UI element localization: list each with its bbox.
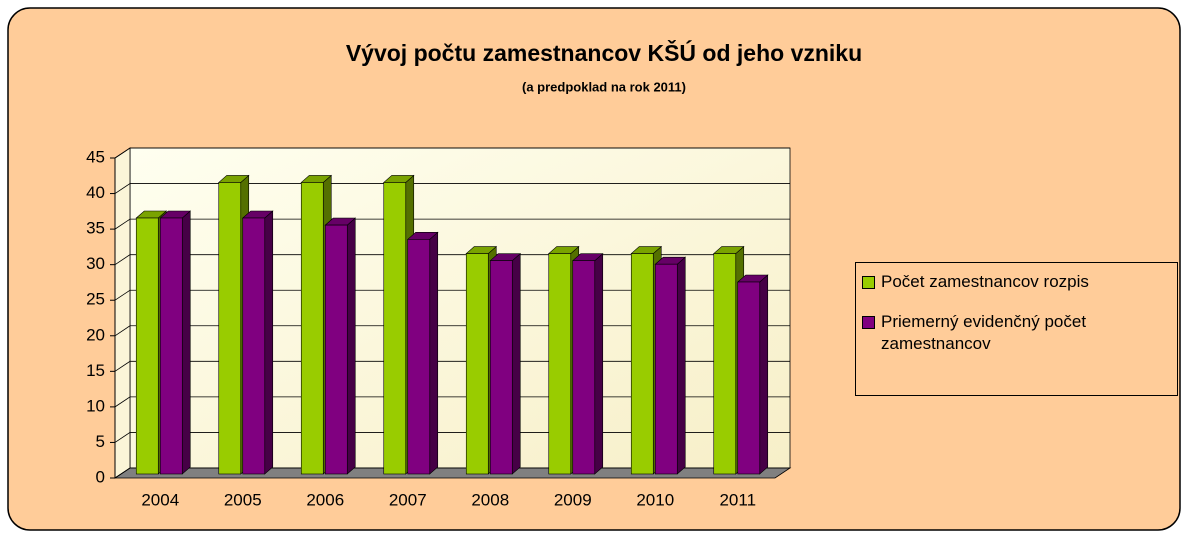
bar-front [713, 253, 737, 475]
y-tick-label: 30 [86, 254, 105, 273]
bar-front [159, 217, 183, 475]
chart-subtitle: (a predpoklad na rok 2011) [522, 79, 686, 94]
bar-front [300, 182, 324, 475]
bar-side [429, 231, 439, 475]
x-tick-label: 2009 [554, 490, 592, 509]
bar-front [135, 217, 159, 475]
legend-label: Priemerný evidenčný počet zamestnancov [881, 312, 1087, 353]
bar-side [511, 253, 521, 475]
y-tick-label: 20 [86, 325, 105, 344]
bar-front [489, 260, 513, 475]
bar-front [242, 217, 266, 475]
bar [324, 217, 357, 475]
x-tick-label: 2004 [141, 490, 179, 509]
bar-front [407, 239, 431, 475]
bar [241, 210, 274, 475]
bar-side [181, 210, 191, 475]
chart-title: Vývoj počtu zamestnancov KŠÚ od jeho vzn… [346, 39, 862, 66]
x-tick-label: 2007 [389, 490, 427, 509]
bar [654, 256, 687, 475]
bar [489, 253, 522, 475]
grid-line [114, 147, 790, 159]
bar [571, 253, 604, 475]
grid-line [114, 218, 790, 230]
legend-swatch [862, 316, 875, 329]
grid-line [114, 183, 790, 194]
x-tick-label: 2005 [224, 490, 262, 509]
bar-front [572, 260, 596, 475]
legend-swatch [862, 276, 875, 289]
legend-entry: Priemerný evidenčný počet zamestnancov [862, 311, 1171, 355]
bar-front [324, 224, 348, 475]
bar [406, 231, 439, 475]
y-tick-label: 35 [86, 219, 105, 238]
legend-entry: Počet zamestnancov rozpis [862, 271, 1171, 293]
bar [159, 210, 192, 475]
bar-side [346, 217, 356, 475]
floor [113, 467, 792, 479]
y-tick-label: 15 [86, 361, 105, 380]
y-tick-label: 10 [86, 396, 105, 415]
bar-front [383, 182, 407, 475]
legend: Počet zamestnancov rozpis Priemerný evide… [855, 262, 1178, 396]
y-tick-label: 5 [96, 432, 105, 451]
y-tick-label: 0 [96, 467, 105, 486]
x-tick-label: 2011 [719, 490, 756, 509]
x-tick-label: 2010 [636, 490, 674, 509]
bar-front [630, 253, 654, 475]
bar [736, 274, 769, 475]
bar-side [676, 256, 686, 475]
x-tick-label: 2008 [471, 490, 509, 509]
bar-side [759, 274, 769, 475]
bar-front [548, 253, 572, 475]
bar-front [737, 281, 761, 475]
y-tick-label: 25 [86, 290, 105, 309]
bar-front [465, 253, 489, 475]
x-tick-label: 2006 [306, 490, 344, 509]
legend-label: Počet zamestnancov rozpis [881, 272, 1089, 291]
bar-side [594, 253, 604, 475]
bar-front [654, 263, 678, 475]
bar-side [264, 210, 274, 475]
bar-front [218, 182, 242, 475]
side-wall [114, 147, 131, 479]
y-tick-label: 45 [86, 147, 105, 166]
y-tick-label: 40 [86, 183, 105, 202]
